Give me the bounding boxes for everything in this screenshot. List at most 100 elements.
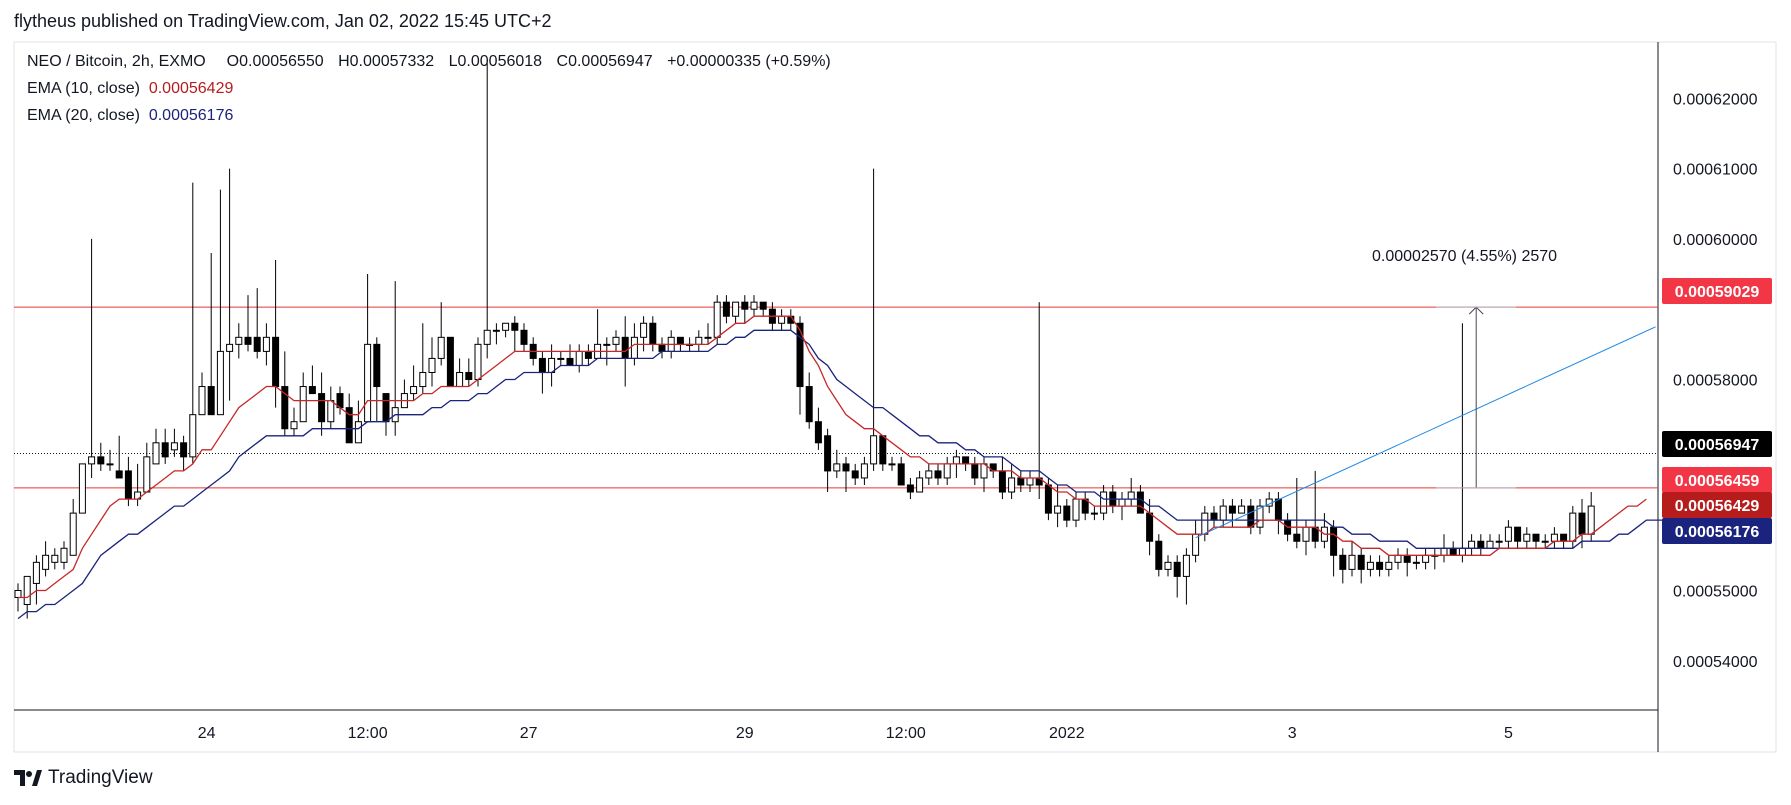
time-axis-ticks: 24 12:00 27 29 12:00 2022 3 5 — [198, 725, 1513, 742]
candle-body — [42, 554, 50, 570]
candle-body — [1504, 526, 1512, 542]
candle-body — [1063, 505, 1071, 521]
candle-body — [1366, 561, 1374, 570]
candle-body — [962, 456, 970, 465]
price-labels: 0.00059029 0.00056947 0.00056459 0.00056429… — [1662, 278, 1772, 544]
candle-body — [1532, 533, 1540, 542]
candle-body — [538, 357, 546, 373]
candle-body — [842, 463, 850, 472]
time-tick-label: 3 — [1288, 725, 1297, 742]
candle-body — [318, 393, 326, 423]
candle-body — [115, 470, 123, 479]
candle-body — [1054, 505, 1062, 514]
candle-body — [299, 386, 307, 423]
candle-body — [1210, 512, 1218, 521]
candle-body — [235, 336, 243, 345]
legend-ema20-value: 0.00056176 — [148, 107, 234, 124]
legend-ema20-row[interactable]: EMA (20, close) 0.00056176 — [27, 107, 233, 125]
measure-tool[interactable]: 0.00002570 (4.55%) 2570 — [1372, 248, 1557, 489]
candle-body — [253, 336, 261, 352]
price-label-badge — [1662, 431, 1772, 457]
legend-symbol[interactable]: NEO / Bitcoin, 2h, EXMO — [27, 53, 206, 70]
price-label-badge — [1662, 278, 1772, 304]
candle-body — [722, 301, 730, 317]
legend-ema10-row[interactable]: EMA (10, close) 0.00056429 — [27, 80, 233, 98]
candle-body — [1587, 505, 1595, 535]
trendline[interactable] — [1195, 326, 1656, 539]
candle-body — [640, 322, 648, 338]
legend-open-value: 0.00056550 — [239, 53, 324, 70]
candle-body — [1560, 533, 1568, 542]
tradingview-brand[interactable]: TradingView — [14, 767, 153, 789]
candle-body — [1026, 477, 1034, 486]
candle-body — [446, 336, 454, 388]
candle-body — [143, 456, 151, 493]
candle-body — [226, 343, 234, 352]
candle-body — [1155, 540, 1163, 570]
candle-body — [345, 407, 353, 444]
legend-close-value: 0.00056947 — [568, 53, 653, 70]
candle-body — [1017, 477, 1025, 486]
candle-body — [1127, 491, 1135, 500]
time-tick-label: 27 — [520, 725, 538, 742]
candle-body — [575, 350, 583, 366]
candle-body — [584, 350, 592, 359]
candle-body — [1219, 505, 1227, 521]
candle-body — [741, 301, 749, 310]
candle-body — [290, 421, 298, 430]
candle-body — [1330, 526, 1338, 556]
legend-high-label: H — [338, 53, 350, 70]
candle-body — [557, 357, 565, 360]
candle-body — [483, 329, 491, 345]
candle-body — [97, 456, 105, 465]
candle-body — [943, 463, 951, 479]
candle-body — [998, 470, 1006, 493]
candle-body — [888, 463, 896, 466]
horizontal-lines[interactable] — [14, 306, 1658, 489]
candle-body — [1228, 505, 1236, 514]
candle-body — [1072, 498, 1080, 521]
candle-body — [1256, 505, 1264, 528]
ema10-line — [18, 315, 1647, 599]
candle-body — [428, 357, 436, 373]
candle-body — [759, 301, 767, 310]
price-tick-label: 0.00055000 — [1673, 583, 1758, 600]
candle-body — [1578, 512, 1586, 535]
candle-body — [1164, 561, 1172, 570]
candle-body — [971, 463, 979, 479]
candle-body — [364, 343, 372, 423]
candle-body — [824, 435, 832, 472]
candle-body — [410, 386, 418, 395]
candle-body — [198, 386, 206, 416]
price-tick-label: 0.00058000 — [1673, 373, 1758, 390]
publish-line: flytheus published on TradingView.com, J… — [14, 11, 552, 31]
price-tick-label: 0.00054000 — [1673, 654, 1758, 671]
candle-body — [207, 386, 215, 416]
candle-body — [465, 371, 473, 381]
candle-body — [1523, 533, 1531, 542]
time-tick-label: 12:00 — [348, 725, 388, 742]
legend-ema10-value: 0.00056429 — [148, 80, 234, 97]
candle-body — [1403, 554, 1411, 563]
candle-body — [106, 463, 114, 466]
price-label-badge — [1662, 467, 1772, 493]
candle-body — [51, 554, 59, 563]
candle-body — [814, 421, 822, 444]
price-label-text: 0.00059029 — [1675, 284, 1760, 301]
candle-body — [778, 315, 786, 324]
candle-body — [272, 336, 280, 388]
candle-body — [354, 421, 362, 444]
candle-body — [704, 336, 712, 339]
candle-body — [796, 322, 804, 388]
candle-body — [511, 322, 519, 331]
candle-body — [1238, 505, 1246, 514]
ascending-trendline[interactable] — [1195, 326, 1656, 539]
candle-body — [750, 301, 758, 310]
candle-body — [520, 329, 528, 345]
price-label-badge — [1662, 518, 1772, 544]
candle-body — [437, 336, 445, 359]
candle-body — [152, 442, 160, 465]
candle-body — [216, 350, 224, 416]
candle-body — [1394, 554, 1402, 563]
